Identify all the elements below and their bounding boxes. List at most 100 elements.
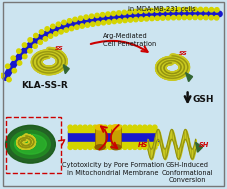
Circle shape (73, 125, 77, 129)
Circle shape (138, 125, 142, 129)
Circle shape (88, 145, 92, 149)
Circle shape (108, 125, 112, 129)
Circle shape (91, 22, 95, 26)
Circle shape (100, 13, 105, 17)
Ellipse shape (15, 134, 46, 154)
Circle shape (204, 15, 208, 20)
Bar (111, 127, 121, 147)
Circle shape (128, 10, 132, 14)
Circle shape (133, 125, 137, 129)
Circle shape (69, 26, 74, 31)
Text: SS: SS (55, 46, 64, 51)
Circle shape (78, 125, 82, 129)
Circle shape (96, 21, 100, 26)
Circle shape (193, 7, 197, 12)
Circle shape (22, 54, 27, 59)
Circle shape (83, 145, 87, 149)
Circle shape (111, 11, 116, 16)
Circle shape (166, 8, 170, 12)
Circle shape (78, 145, 82, 149)
Circle shape (188, 7, 192, 12)
Text: Cytotoxicity by Pore Formation
in Mitochondrial Membrane: Cytotoxicity by Pore Formation in Mitoch… (62, 162, 164, 176)
Ellipse shape (111, 145, 121, 150)
Circle shape (34, 33, 38, 38)
Circle shape (83, 125, 87, 129)
Ellipse shape (10, 130, 50, 158)
Text: SS: SS (179, 51, 188, 56)
Text: in MDA-MB-231 cells: in MDA-MB-231 cells (128, 6, 195, 12)
Bar (95, 127, 105, 147)
Circle shape (28, 49, 32, 53)
Circle shape (101, 20, 106, 25)
Ellipse shape (95, 145, 105, 150)
Ellipse shape (111, 125, 121, 130)
Circle shape (122, 10, 126, 15)
Circle shape (45, 27, 49, 31)
Circle shape (93, 145, 97, 149)
Circle shape (144, 9, 148, 13)
Circle shape (98, 145, 102, 149)
Circle shape (43, 37, 48, 41)
Circle shape (182, 15, 186, 20)
Circle shape (98, 125, 102, 129)
Circle shape (17, 49, 21, 53)
Circle shape (117, 19, 122, 23)
Circle shape (155, 8, 159, 12)
Circle shape (215, 16, 219, 20)
Circle shape (143, 145, 147, 149)
Polygon shape (196, 142, 202, 152)
Ellipse shape (6, 125, 55, 163)
Circle shape (78, 16, 83, 20)
Circle shape (153, 145, 157, 149)
Circle shape (182, 7, 186, 12)
Circle shape (51, 24, 55, 29)
Circle shape (118, 125, 122, 129)
Circle shape (123, 145, 127, 149)
Circle shape (177, 7, 181, 12)
Circle shape (138, 145, 142, 149)
Circle shape (7, 77, 11, 82)
Circle shape (143, 125, 147, 129)
Circle shape (117, 11, 121, 15)
Text: Arg-Mediated
Cell Penetration: Arg-Mediated Cell Penetration (103, 33, 156, 47)
Circle shape (171, 8, 175, 12)
Circle shape (166, 16, 170, 20)
Circle shape (95, 13, 99, 18)
Circle shape (149, 8, 154, 13)
Circle shape (134, 17, 138, 22)
Bar (68, 131, 158, 143)
Circle shape (123, 18, 127, 23)
Circle shape (56, 22, 61, 26)
Circle shape (188, 15, 192, 20)
Circle shape (93, 125, 97, 129)
Polygon shape (63, 65, 69, 74)
Circle shape (193, 15, 197, 20)
Circle shape (198, 15, 203, 20)
Circle shape (64, 28, 69, 32)
Circle shape (112, 19, 116, 24)
Circle shape (54, 32, 58, 36)
Circle shape (22, 43, 27, 47)
Bar (68, 129, 158, 132)
Bar (68, 142, 158, 145)
Circle shape (113, 125, 117, 129)
Circle shape (12, 68, 17, 73)
Circle shape (33, 44, 37, 48)
Circle shape (133, 9, 137, 14)
Circle shape (103, 125, 107, 129)
Circle shape (59, 30, 63, 34)
Circle shape (123, 125, 127, 129)
Circle shape (198, 7, 203, 12)
Circle shape (62, 20, 66, 25)
Ellipse shape (95, 125, 105, 130)
Circle shape (84, 15, 88, 19)
Circle shape (144, 17, 149, 21)
Circle shape (107, 20, 111, 24)
Circle shape (209, 8, 214, 12)
Circle shape (209, 15, 213, 20)
Circle shape (150, 16, 154, 21)
Circle shape (148, 125, 152, 129)
Text: KLA-SS-R: KLA-SS-R (21, 81, 68, 90)
Circle shape (73, 145, 77, 149)
Circle shape (204, 7, 208, 12)
